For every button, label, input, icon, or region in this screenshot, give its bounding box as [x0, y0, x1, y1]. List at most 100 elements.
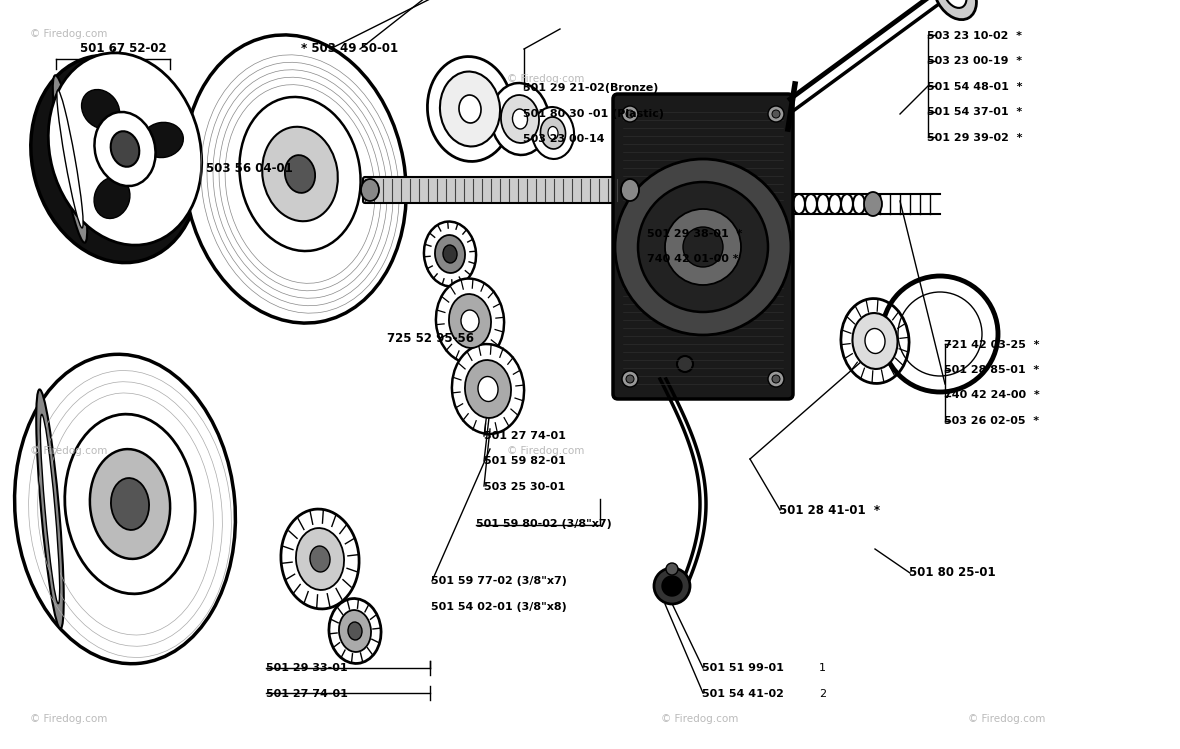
- Text: © Firedog.com: © Firedog.com: [968, 714, 1045, 724]
- FancyBboxPatch shape: [612, 94, 793, 399]
- Circle shape: [677, 356, 693, 372]
- Text: 503 23 00-19  *: 503 23 00-19 *: [927, 56, 1023, 67]
- Text: 2: 2: [819, 688, 826, 699]
- Circle shape: [662, 576, 682, 596]
- Text: © Firedog.com: © Firedog.com: [30, 446, 107, 456]
- Ellipse shape: [424, 222, 476, 286]
- Ellipse shape: [452, 344, 524, 434]
- Circle shape: [666, 563, 678, 575]
- Ellipse shape: [435, 279, 504, 363]
- Ellipse shape: [310, 546, 330, 572]
- Circle shape: [622, 106, 638, 122]
- Text: 740 42 24-00  *: 740 42 24-00 *: [944, 390, 1040, 401]
- Text: 501 27 74-01: 501 27 74-01: [484, 431, 565, 441]
- FancyBboxPatch shape: [363, 177, 637, 203]
- Ellipse shape: [548, 127, 558, 139]
- Ellipse shape: [491, 83, 549, 155]
- Text: 501 51 99-01: 501 51 99-01: [702, 663, 784, 673]
- Text: 721 42 03-25  *: 721 42 03-25 *: [944, 339, 1040, 350]
- Text: 725 52 95-56: 725 52 95-56: [387, 332, 474, 345]
- Ellipse shape: [440, 72, 500, 147]
- Ellipse shape: [111, 131, 139, 167]
- Ellipse shape: [933, 0, 976, 19]
- Text: 501 80 30 -01 (Plastic): 501 80 30 -01 (Plastic): [523, 109, 663, 119]
- Text: 501 29 39-02  *: 501 29 39-02 *: [927, 133, 1023, 143]
- Text: 503 26 02-05  *: 503 26 02-05 *: [944, 416, 1040, 426]
- Ellipse shape: [14, 354, 236, 664]
- Ellipse shape: [502, 95, 539, 143]
- Circle shape: [768, 371, 784, 387]
- Circle shape: [654, 568, 690, 604]
- Circle shape: [622, 371, 638, 387]
- Ellipse shape: [329, 598, 381, 664]
- Ellipse shape: [262, 127, 337, 221]
- Ellipse shape: [281, 509, 359, 609]
- Circle shape: [615, 159, 791, 335]
- Ellipse shape: [435, 235, 465, 273]
- Circle shape: [666, 209, 741, 285]
- Text: 501 28 41-01  *: 501 28 41-01 *: [779, 504, 880, 518]
- Ellipse shape: [94, 178, 130, 219]
- Text: © Firedog.com: © Firedog.com: [30, 28, 107, 39]
- Ellipse shape: [621, 179, 640, 201]
- Text: 501 67 52-02: 501 67 52-02: [80, 42, 166, 55]
- Circle shape: [768, 106, 784, 122]
- Circle shape: [772, 110, 780, 118]
- Ellipse shape: [284, 155, 315, 193]
- Ellipse shape: [240, 97, 361, 251]
- Ellipse shape: [94, 112, 156, 186]
- Ellipse shape: [48, 53, 202, 245]
- Ellipse shape: [478, 377, 498, 401]
- Ellipse shape: [361, 179, 379, 201]
- Ellipse shape: [865, 329, 885, 354]
- Ellipse shape: [31, 55, 199, 263]
- Ellipse shape: [461, 310, 479, 332]
- Ellipse shape: [448, 294, 491, 348]
- Text: 501 29 21-02(Bronze): 501 29 21-02(Bronze): [523, 83, 658, 94]
- Circle shape: [627, 110, 634, 118]
- Text: 503 23 10-02  *: 503 23 10-02 *: [927, 31, 1023, 41]
- Circle shape: [638, 182, 768, 312]
- Ellipse shape: [427, 57, 512, 162]
- Text: 501 54 41-02: 501 54 41-02: [702, 688, 784, 699]
- Ellipse shape: [339, 610, 371, 652]
- Ellipse shape: [142, 122, 183, 157]
- Ellipse shape: [944, 0, 966, 8]
- Ellipse shape: [81, 90, 119, 129]
- Text: 740 42 01-00 *: 740 42 01-00 *: [647, 254, 739, 264]
- Text: 501 54 02-01 (3/8"x8): 501 54 02-01 (3/8"x8): [431, 601, 566, 612]
- Ellipse shape: [65, 414, 195, 594]
- Ellipse shape: [37, 389, 64, 628]
- Ellipse shape: [841, 299, 909, 383]
- Text: 501 28 85-01  *: 501 28 85-01 *: [944, 365, 1040, 375]
- Ellipse shape: [296, 528, 345, 590]
- Text: 1: 1: [819, 663, 826, 673]
- Ellipse shape: [53, 76, 87, 243]
- Text: 503 25 30-01: 503 25 30-01: [484, 482, 565, 492]
- Text: 503 56 04-01: 503 56 04-01: [206, 162, 294, 175]
- Text: © Firedog·com: © Firedog·com: [507, 73, 585, 84]
- Ellipse shape: [57, 90, 83, 228]
- Ellipse shape: [40, 414, 60, 604]
- Ellipse shape: [459, 95, 481, 123]
- Circle shape: [772, 375, 780, 383]
- Ellipse shape: [512, 109, 527, 129]
- Ellipse shape: [465, 360, 511, 418]
- Ellipse shape: [532, 107, 573, 159]
- Ellipse shape: [540, 117, 565, 149]
- Text: 501 59 77-02 (3/8"x7): 501 59 77-02 (3/8"x7): [431, 576, 566, 586]
- Text: 501 54 37-01  *: 501 54 37-01 *: [927, 107, 1023, 118]
- Ellipse shape: [111, 478, 149, 530]
- Ellipse shape: [442, 245, 457, 263]
- Text: © Firedog.com: © Firedog.com: [30, 714, 107, 724]
- Ellipse shape: [90, 449, 170, 559]
- Text: 501 59 80-02 (3/8"x7): 501 59 80-02 (3/8"x7): [476, 519, 611, 530]
- Text: © Firedog.com: © Firedog.com: [507, 446, 585, 456]
- Text: 501 29 38-01  *: 501 29 38-01 *: [647, 228, 742, 239]
- Text: © Firedog.com: © Firedog.com: [661, 714, 739, 724]
- Text: * 503 49 50-01: * 503 49 50-01: [301, 42, 398, 55]
- Circle shape: [627, 375, 634, 383]
- Ellipse shape: [852, 313, 898, 369]
- Circle shape: [683, 227, 723, 267]
- Text: 501 80 25-01: 501 80 25-01: [909, 566, 995, 580]
